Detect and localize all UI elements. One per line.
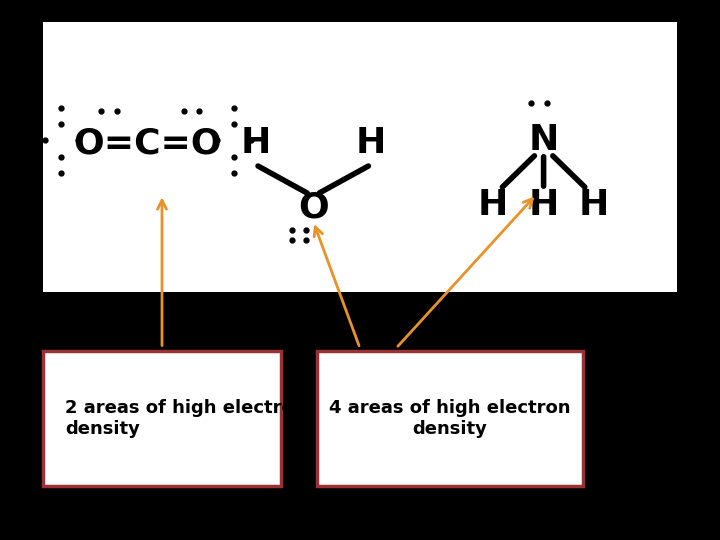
- Text: H: H: [579, 188, 609, 222]
- Text: H: H: [478, 188, 508, 222]
- Bar: [43, 22, 677, 292]
- Text: O: O: [298, 191, 328, 225]
- Bar: [43, 351, 281, 486]
- Text: H: H: [356, 126, 386, 160]
- Text: O=C=O: O=C=O: [73, 126, 222, 160]
- Bar: [317, 351, 583, 486]
- Text: 4 areas of high electron
density: 4 areas of high electron density: [329, 399, 571, 438]
- Text: N: N: [528, 124, 559, 157]
- Text: 2 areas of high electron
density: 2 areas of high electron density: [65, 399, 306, 438]
- Text: H: H: [528, 188, 559, 222]
- Text: H: H: [240, 126, 271, 160]
